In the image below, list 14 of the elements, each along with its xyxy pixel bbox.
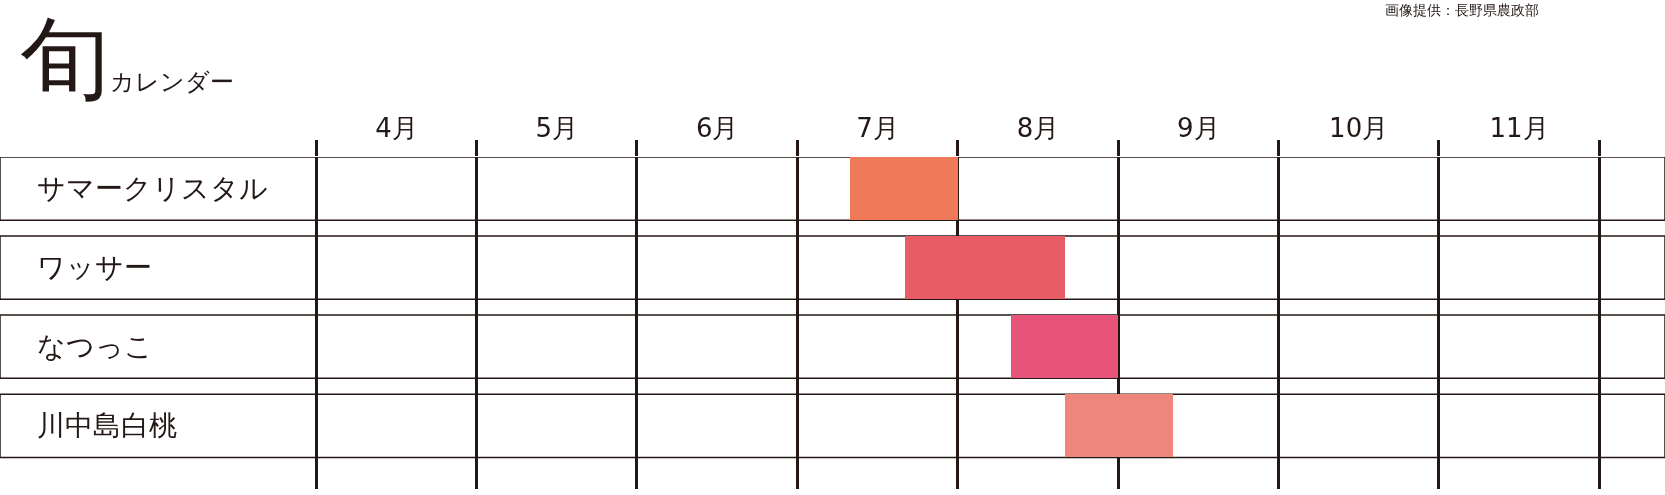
text: 画像提供：長野県農政部: [1385, 2, 1539, 18]
y-tick-label: なつっこ: [37, 330, 153, 363]
y-tick-label: 川中島白桃: [37, 409, 177, 442]
x-tick-label: 7月: [856, 112, 899, 143]
y-tick-label: サマークリスタル: [37, 172, 268, 205]
x-tick-label: 9月: [1177, 112, 1220, 143]
x-tick-label: 6月: [695, 112, 739, 143]
x-tick-label: 5月: [535, 112, 579, 143]
chart-title: 旬カレンダー: [20, 6, 234, 111]
x-tick-label: 4月: [375, 112, 418, 143]
x-tick-label: 10月: [1329, 112, 1389, 143]
y-tick-label: ワッサー: [37, 251, 152, 284]
x-tick-label: 8月: [1016, 112, 1060, 143]
x-tick-label: 11月: [1489, 112, 1549, 143]
